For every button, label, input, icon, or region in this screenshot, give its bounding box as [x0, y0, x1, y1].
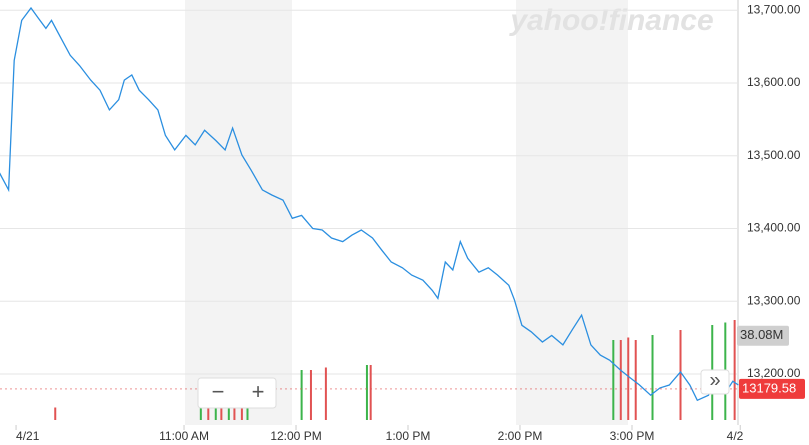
y-tick-label: 13,600.00 — [747, 75, 801, 89]
zoom-in-button[interactable]: + — [252, 379, 265, 404]
x-tick-label: 4/21 — [16, 429, 40, 443]
y-tick-label: 13,500.00 — [747, 148, 801, 162]
y-tick-label: 13,300.00 — [747, 293, 801, 307]
y-tick-label: 13,200.00 — [747, 366, 801, 380]
zoom-controls: − + — [197, 377, 277, 409]
x-tick-label: 4/2 — [727, 429, 744, 443]
expand-button[interactable]: » — [709, 369, 720, 391]
hour-band — [516, 0, 628, 425]
volume-bar — [365, 365, 368, 420]
y-tick-label: 13,400.00 — [747, 221, 801, 235]
price-line — [0, 6, 739, 402]
x-tick-label: 1:00 PM — [386, 429, 431, 443]
last-volume-tag — [737, 325, 789, 346]
volume-bar — [54, 407, 57, 420]
hour-band — [185, 0, 292, 425]
volume-bar — [619, 340, 622, 420]
volume-bar — [733, 320, 736, 420]
expand-box[interactable] — [700, 369, 730, 395]
watermark: yahoo!finance — [508, 4, 713, 37]
volume-bar — [634, 340, 637, 420]
x-tick-label: 3:00 PM — [610, 429, 655, 443]
volume-bar — [309, 370, 312, 420]
last-volume-label: 38.08M — [740, 327, 783, 342]
zoom-out-button[interactable]: − — [212, 379, 225, 404]
volume-bar — [324, 367, 327, 420]
volume-bar — [300, 370, 303, 420]
y-tick-label: 13,700.00 — [747, 2, 801, 16]
volume-bar — [651, 335, 654, 420]
x-tick-label: 11:00 AM — [159, 429, 209, 443]
last-price-label: 13179.58 — [742, 380, 796, 395]
volume-bar — [369, 365, 372, 420]
x-tick-label: 2:00 PM — [498, 429, 543, 443]
volume-bar — [679, 330, 682, 420]
last-price-tag — [739, 378, 805, 399]
volume-bar — [612, 340, 615, 420]
x-tick-label: 12:00 PM — [270, 429, 321, 443]
volume-bar — [627, 337, 630, 420]
